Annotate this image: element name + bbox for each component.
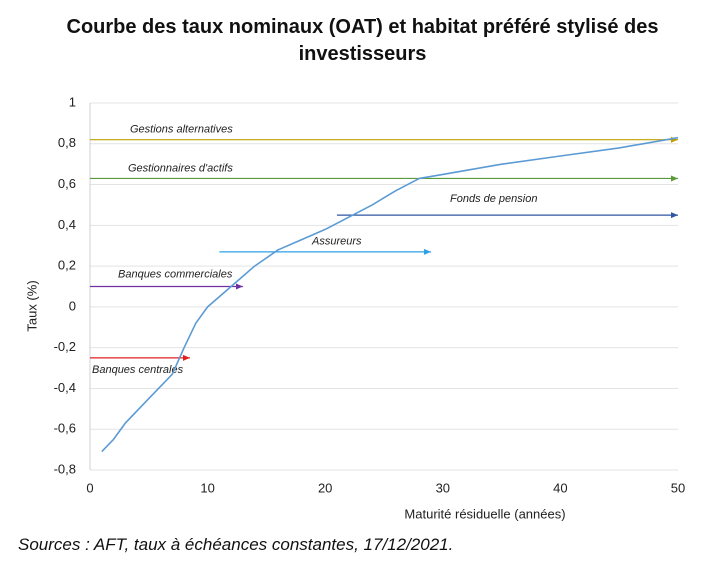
investor-label: Assureurs: [311, 236, 362, 248]
investor-label: Fonds de pension: [450, 193, 537, 205]
y-tick-label: 1: [69, 94, 76, 109]
y-tick-label: -0,8: [54, 461, 76, 476]
chart: Maturité résiduelle (années) Taux (%) -0…: [24, 94, 685, 521]
y-tick-label: 0,2: [58, 258, 76, 273]
investor-label: Banques centrales: [92, 364, 184, 376]
yield-curve: [101, 136, 679, 453]
x-tick-label: 0: [86, 480, 93, 495]
y-tick-label: -0,4: [54, 380, 76, 395]
chart-title: Courbe des taux nominaux (OAT) et habita…: [66, 16, 659, 65]
x-tick-label: 10: [200, 480, 214, 495]
source-note: Sources : AFT, taux à échéances constant…: [18, 535, 454, 554]
x-tick-label: 20: [318, 480, 332, 495]
x-tick-label: 50: [671, 480, 685, 495]
y-axis-label: Taux (%): [24, 280, 39, 331]
investor-label: Gestions alternatives: [130, 124, 233, 136]
x-tick-label: 40: [553, 480, 567, 495]
y-tick-label: 0,8: [58, 135, 76, 150]
x-axis-label: Maturité résiduelle (années): [404, 506, 565, 521]
investor-label: Gestionnaires d'actifs: [128, 162, 233, 174]
y-tick-label: 0,4: [58, 217, 76, 232]
y-tick-label: 0: [69, 298, 76, 313]
x-tick-label: 30: [436, 480, 450, 495]
y-tick-label: -0,6: [54, 421, 76, 436]
investor-label: Banques commerciales: [118, 268, 233, 280]
y-tick-label: 0,6: [58, 176, 76, 191]
y-tick-label: -0,2: [54, 339, 76, 354]
